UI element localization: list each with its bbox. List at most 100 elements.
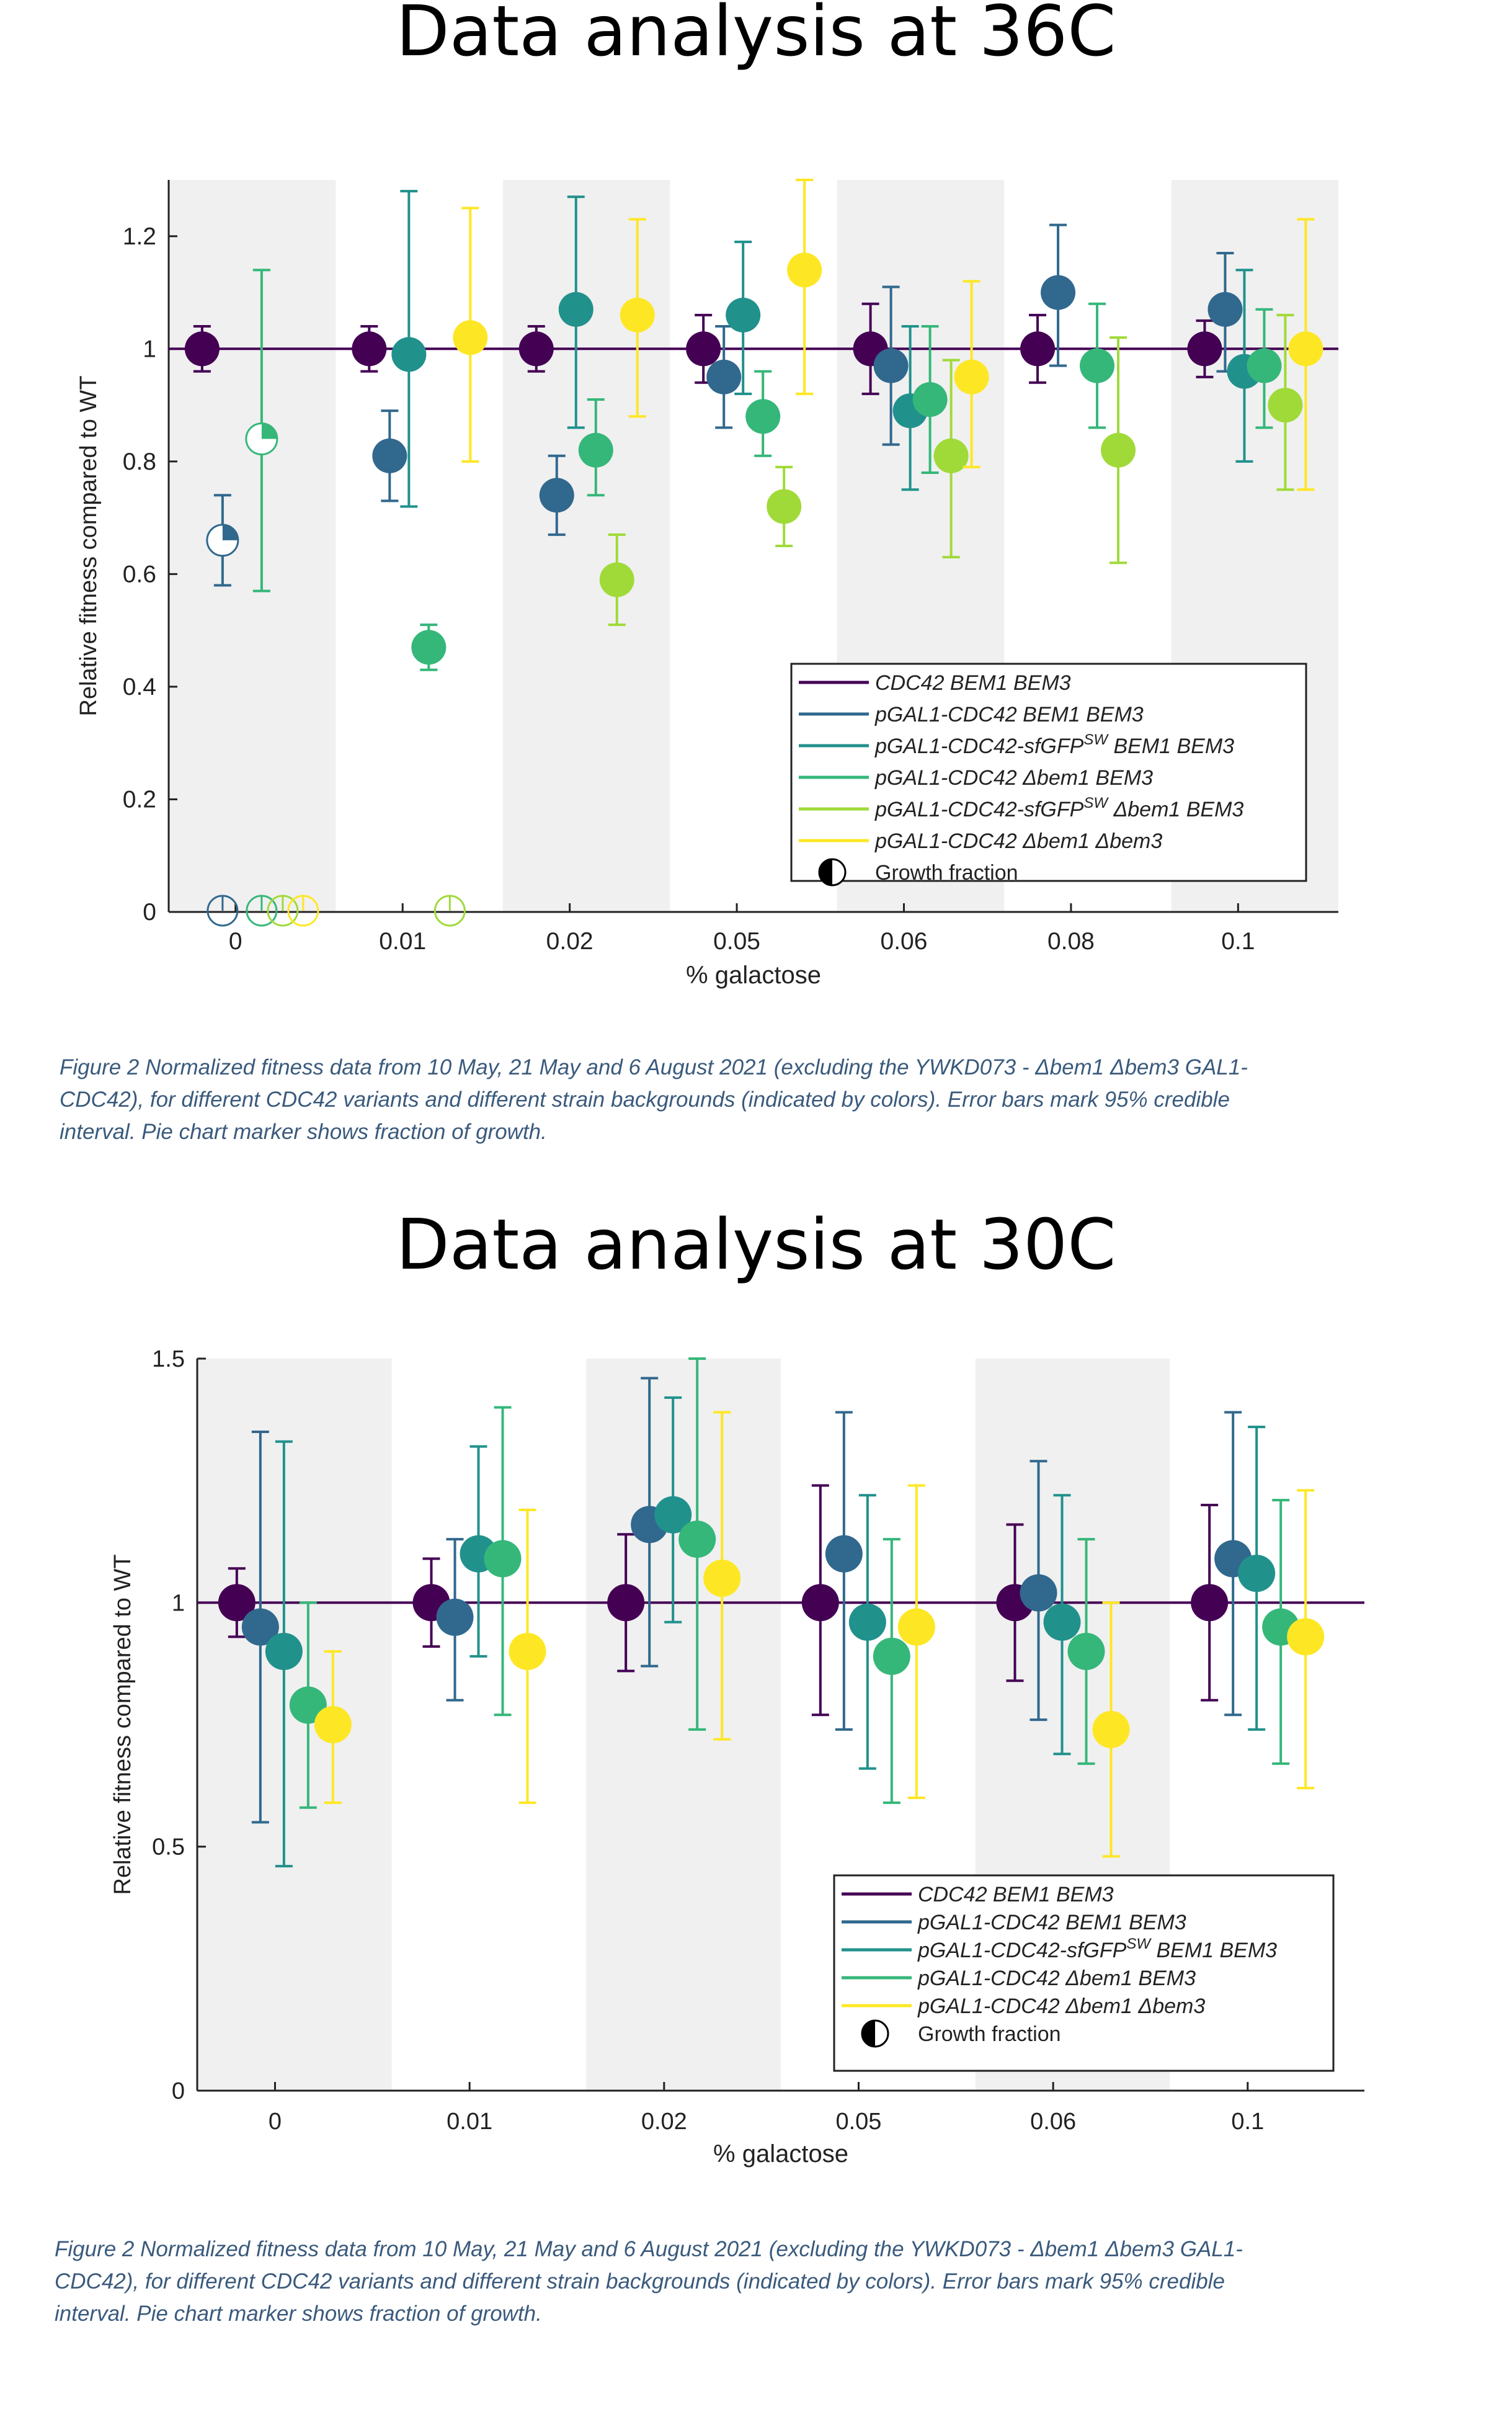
data-point — [912, 382, 948, 417]
chart-2-caption: Figure 2 Normalized fitness data from 10… — [55, 2233, 1243, 2330]
legend-growth-icon-half — [862, 2021, 875, 2047]
data-point — [1092, 1710, 1130, 1748]
legend-growth-label: Growth fraction — [918, 2022, 1061, 2046]
chart-1-svg: 0 0.2 0.4 0.6 0.8 1 1.2 0 0.01 0.02 0.05 0.06 0.08 0.… — [76, 179, 1338, 989]
x-tick-label: 0.08 — [1047, 928, 1095, 955]
x-axis-label: % galactose — [713, 2140, 848, 2168]
data-point — [873, 1637, 910, 1675]
data-point — [620, 297, 655, 333]
x-tick-label: 0.02 — [546, 928, 594, 955]
data-point — [1101, 432, 1136, 468]
y-tick-label: 0.8 — [123, 449, 156, 475]
data-point — [767, 489, 802, 524]
data-point — [654, 1496, 692, 1534]
y-tick-label: 0.5 — [152, 1834, 185, 1860]
data-point — [745, 399, 781, 434]
x-axis-label: % galactose — [686, 962, 821, 989]
data-point — [954, 359, 989, 395]
data-point — [897, 1608, 935, 1646]
legend-entry: pGAL1-CDC42-sfGFPSW BEM1 BEM3 — [874, 731, 1234, 758]
legend-entry: CDC42 BEM1 BEM3 — [918, 1883, 1114, 1906]
data-point — [706, 359, 742, 395]
caption-line: Figure 2 Normalized fitness data from 10… — [60, 1055, 1248, 1079]
legend-entry: pGAL1-CDC42 BEM1 BEM3 — [874, 703, 1144, 726]
x-tick-label: 0.01 — [447, 2109, 492, 2135]
data-point — [1080, 348, 1115, 383]
y-tick-label: 0.6 — [123, 561, 156, 587]
data-point — [1238, 1555, 1276, 1592]
data-point — [599, 562, 634, 597]
data-point — [518, 331, 554, 367]
data-point — [1041, 275, 1076, 310]
data-point — [411, 630, 447, 665]
data-point — [848, 1603, 886, 1641]
y-tick-label: 0 — [172, 2078, 185, 2104]
legend-entry: CDC42 BEM1 BEM3 — [875, 671, 1071, 695]
caption-line: CDC42), for different CDC42 variants and… — [55, 2269, 1225, 2294]
legend-box — [790, 663, 1307, 882]
data-point — [1020, 331, 1056, 367]
caption-line: interval. Pie chart marker shows fractio… — [55, 2302, 542, 2326]
y-tick-label: 1.5 — [152, 1346, 185, 1372]
x-tick-label: 0.1 — [1221, 928, 1255, 955]
data-point — [539, 478, 574, 513]
data-point — [678, 1521, 716, 1558]
data-point — [578, 432, 613, 468]
data-point — [703, 1560, 741, 1597]
data-point — [218, 1584, 256, 1622]
data-point — [558, 292, 594, 327]
legend-growth-icon-half — [819, 859, 832, 885]
x-tick-label: 0.06 — [881, 928, 928, 955]
data-point — [1020, 1574, 1057, 1612]
legend-entry: pGAL1-CDC42 Δbem1 BEM3 — [874, 766, 1153, 790]
data-point — [1191, 1584, 1229, 1622]
x-tick-label: 0 — [269, 2109, 282, 2135]
legend-box — [833, 1874, 1335, 2072]
chart-1-heading: Data analysis at 36C — [396, 0, 1116, 72]
data-point — [933, 438, 969, 473]
chart-2-heading: Data analysis at 30C — [396, 1205, 1116, 1285]
data-point — [436, 1598, 474, 1636]
data-point — [352, 331, 387, 367]
caption-line: Figure 2 Normalized fitness data from 10… — [55, 2237, 1243, 2261]
data-point — [1247, 348, 1282, 383]
legend-entry: pGAL1-CDC42 BEM1 BEM3 — [917, 1911, 1186, 1934]
data-point — [1067, 1633, 1105, 1670]
data-point — [1187, 331, 1222, 367]
growth-fraction-wedge — [261, 423, 277, 439]
y-tick-label: 0 — [143, 899, 156, 926]
legend-entry: pGAL1-CDC42 Δbem1 BEM3 — [917, 1967, 1196, 1990]
data-point — [453, 320, 488, 355]
chart-1-caption: Figure 2 Normalized fitness data from 10… — [60, 1052, 1248, 1148]
y-tick-label: 0.2 — [123, 786, 156, 813]
y-tick-label: 1 — [143, 336, 156, 362]
data-point — [314, 1706, 352, 1743]
data-point — [1287, 1618, 1325, 1656]
data-point — [686, 331, 721, 367]
data-point — [265, 1633, 303, 1670]
x-tick-label: 0.02 — [641, 2109, 687, 2135]
data-point — [801, 1584, 839, 1622]
shaded-band — [586, 1359, 781, 2091]
data-point — [726, 297, 761, 333]
y-tick-label: 1 — [172, 1590, 185, 1616]
data-point — [372, 438, 407, 473]
legend-entry: pGAL1-CDC42 Δbem1 Δbem3 — [874, 829, 1162, 853]
growth-fraction-wedge — [222, 524, 238, 540]
data-point — [241, 1608, 279, 1646]
legend-entry: pGAL1-CDC42-sfGFPSW Δbem1 BEM3 — [874, 795, 1243, 821]
x-tick-label: 0.05 — [835, 2109, 881, 2135]
legend-growth-label: Growth fraction — [875, 861, 1018, 885]
x-tick-label: 0.05 — [713, 928, 760, 955]
y-tick-label: 0.4 — [123, 674, 156, 700]
data-point — [484, 1540, 522, 1578]
data-point — [607, 1584, 645, 1622]
shaded-band — [197, 1359, 392, 2091]
x-tick-label: 0.06 — [1030, 2109, 1076, 2135]
shaded-band — [502, 180, 670, 912]
y-axis-label: Relative fitness compared to WT — [110, 1554, 136, 1895]
data-point — [873, 348, 909, 383]
shaded-band — [169, 180, 336, 912]
data-point — [1288, 331, 1323, 367]
data-point — [391, 337, 427, 372]
